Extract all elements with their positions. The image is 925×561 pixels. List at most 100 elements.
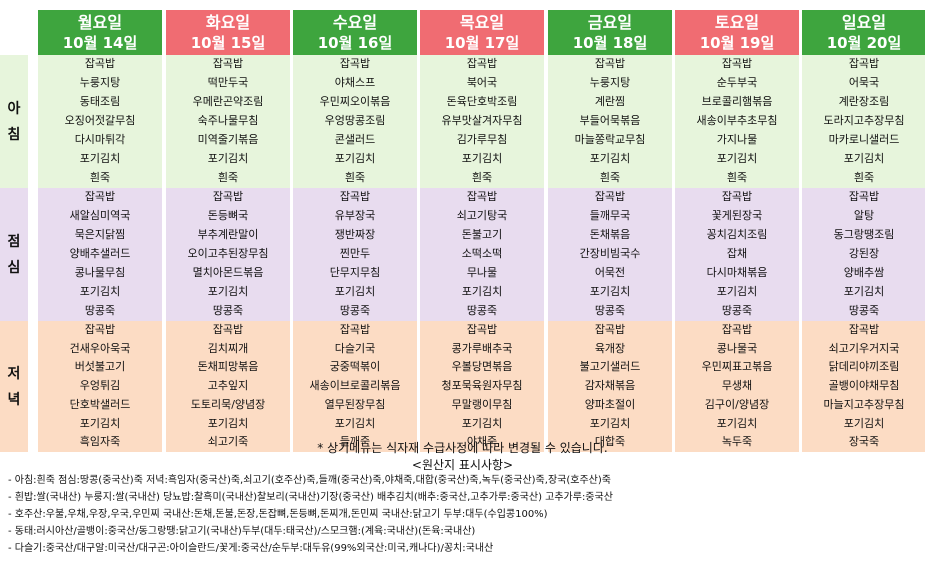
menu-item: 콘샐러드 bbox=[334, 133, 376, 146]
menu-item: 녹두죽 bbox=[721, 435, 753, 449]
menu-item: 새송이부추초무침 bbox=[696, 114, 778, 127]
dinner-cell: 잡곡밥 육개장 불고기샐러드 감자채볶음 양파초절이 포기김치 대합죽 bbox=[548, 321, 672, 452]
menu-item: 순두부국 bbox=[716, 76, 758, 89]
menu-item: 잡곡밥 bbox=[339, 323, 371, 336]
menu-item: 땅콩죽 bbox=[721, 304, 753, 317]
menu-item: 우민찌표고볶음 bbox=[701, 360, 773, 374]
lunch-cell: 잡곡밥 돈등뼈국 부추계란말이 오이고추된장무침 멸치아몬드볶음 포기김치 땅콩죽 bbox=[166, 188, 290, 321]
origin-line: - 다슬기:중국산/대구알:미국산/대구곤:아이슬란드/꽃게:중국산/순두부:대… bbox=[8, 543, 494, 554]
menu-item: 흰죽 bbox=[853, 171, 875, 184]
meal-label-char: 침 bbox=[7, 126, 21, 143]
menu-item: 돈채피망볶음 bbox=[197, 360, 259, 374]
origin-title: <원산지 표시사항> bbox=[411, 458, 514, 472]
day-name: 일요일 bbox=[841, 13, 887, 32]
menu-item: 새송이브로콜리볶음 bbox=[309, 379, 401, 393]
menu-item: 육개장 bbox=[594, 341, 626, 355]
meal-label-char: 아 bbox=[7, 100, 21, 117]
menu-item: 대합죽 bbox=[594, 435, 626, 449]
menu-item: 숙주나물무침 bbox=[197, 114, 259, 127]
dinner-cell: 잡곡밥 쇠고기우거지국 닭데리야끼조림 골뱅이야채무침 마늘지고추장무침 포기김치 장국죽 bbox=[802, 321, 925, 452]
menu-item: 새알심미역국 bbox=[69, 209, 131, 222]
day-date: 10월 19일 bbox=[699, 34, 775, 52]
lunch-cell: 잡곡밥 알탕 동그랑땡조림 강된장 양배추쌈 포기김치 땅콩죽 bbox=[802, 188, 925, 321]
menu-item: 김가루무침 bbox=[456, 133, 508, 146]
menu-item: 포기김치 bbox=[334, 152, 376, 165]
dinner-cell: 잡곡밥 다슬기국 궁중떡볶이 새송이브로콜리볶음 열무된장무침 포기김치 들깨죽 bbox=[293, 321, 417, 452]
menu-item: 잡곡밥 bbox=[339, 190, 371, 203]
menu-item: 유부맛살겨자무침 bbox=[441, 114, 523, 127]
menu-item: 찐만두 bbox=[339, 247, 371, 260]
weekly-menu-table: 월요일 10월 14일 화요일 10월 15일 수요일 10월 16일 목요일 10월 17일… bbox=[0, 10, 925, 452]
menu-item: 포기김치 bbox=[716, 152, 758, 165]
menu-item: 무말랭이무침 bbox=[451, 397, 513, 411]
menu-item: 포기김치 bbox=[843, 285, 885, 298]
breakfast-cell: 잡곡밥 누룽지탕 계란찜 부들어묵볶음 마늘쫑락교무침 포기김치 흰죽 bbox=[548, 55, 672, 188]
menu-item: 쟁반짜장 bbox=[334, 228, 376, 241]
menu-item: 잡곡밥 bbox=[848, 323, 880, 336]
menu-item: 단무지무침 bbox=[329, 266, 381, 279]
menu-item: 꽃게된장국 bbox=[711, 209, 763, 222]
menu-item: 포기김치 bbox=[461, 152, 503, 165]
menu-item: 잡곡밥 bbox=[84, 190, 116, 203]
menu-item: 들깨죽 bbox=[339, 435, 371, 449]
menu-item: 부들어묵볶음 bbox=[579, 114, 641, 127]
menu-item: 양파초절이 bbox=[584, 397, 636, 411]
day-date: 10월 16일 bbox=[317, 34, 393, 52]
menu-item: 알탕 bbox=[853, 209, 875, 222]
menu-item: 땅콩죽 bbox=[594, 304, 626, 317]
lunch-cell: 잡곡밥 쇠고기탕국 돈불고기 소떡소떡 무나물 포기김치 땅콩죽 bbox=[420, 188, 544, 321]
menu-item: 흑임자죽 bbox=[79, 435, 121, 449]
breakfast-cell: 잡곡밥 떡만두국 우메란곤약조림 숙주나물무침 미역줄기볶음 포기김치 흰죽 bbox=[166, 55, 290, 188]
menu-item: 들깨무국 bbox=[589, 209, 631, 222]
menu-item: 포기김치 bbox=[589, 416, 631, 430]
menu-item: 불고기샐러드 bbox=[579, 360, 641, 374]
menu-item: 콩가루배추국 bbox=[451, 341, 513, 355]
menu-item: 유부장국 bbox=[334, 209, 376, 222]
menu-item: 야채죽 bbox=[466, 435, 498, 449]
menu-item: 다시마튀각 bbox=[74, 133, 126, 146]
day-date: 10월 18일 bbox=[572, 34, 648, 52]
menu-item: 잡곡밥 bbox=[466, 57, 498, 70]
menu-item: 우메란곤약조림 bbox=[192, 95, 264, 108]
menu-item: 땅콩죽 bbox=[339, 304, 371, 317]
dinner-cell: 잡곡밥 김치찌개 돈채피망볶음 고추잎지 도토리묵/양념장 포기김치 쇠고기죽 bbox=[166, 321, 290, 452]
menu-item: 땅콩죽 bbox=[212, 304, 244, 317]
menu-item: 야채스프 bbox=[334, 76, 376, 89]
day-date: 10월 14일 bbox=[62, 34, 138, 52]
menu-item: 콩나물국 bbox=[716, 341, 758, 355]
menu-item: 포기김치 bbox=[207, 152, 249, 165]
menu-item: 잡곡밥 bbox=[848, 190, 880, 203]
menu-item: 잡채 bbox=[726, 247, 748, 260]
menu-item: 양배추쌈 bbox=[843, 266, 885, 279]
menu-item: 포기김치 bbox=[461, 416, 503, 430]
menu-item: 쇠고기우거지국 bbox=[828, 341, 900, 355]
breakfast-cell: 잡곡밥 북어국 돈육단호박조림 유부맛살겨자무침 김가루무침 포기김치 흰죽 bbox=[420, 55, 544, 188]
menu-item: 청포묵육원자무침 bbox=[441, 379, 523, 393]
menu-item: 포기김치 bbox=[334, 285, 376, 298]
menu-item: 어묵국 bbox=[848, 76, 880, 89]
menu-item: 양배추샐러드 bbox=[69, 247, 131, 260]
origin-line: - 아침:흰죽 점심:땅콩(중국산)죽 저녁:흑임자(중국산)죽,쇠고기(호주산… bbox=[8, 475, 611, 486]
menu-item: 돈불고기 bbox=[461, 228, 503, 241]
breakfast-cell: 잡곡밥 순두부국 브로콜리햄볶음 새송이부추초무침 가지나물 포기김치 흰죽 bbox=[675, 55, 799, 188]
menu-change-notice: * 상기메뉴는 식자재 수급사정에 따라 변경될 수 있습니다. bbox=[317, 441, 608, 455]
menu-item: 묵은지닭찜 bbox=[74, 228, 126, 241]
menu-item: 포기김치 bbox=[716, 285, 758, 298]
menu-item: 장국죽 bbox=[848, 435, 880, 449]
menu-item: 잡곡밥 bbox=[594, 323, 626, 336]
breakfast-cell: 잡곡밥 야채스프 우민찌오이볶음 우엉땅콩조림 콘샐러드 포기김치 흰죽 bbox=[293, 55, 417, 188]
menu-item: 누룽지탕 bbox=[589, 76, 631, 89]
origin-line: - 동태:러시아산/골뱅이:중국산/동그랑땡:닭고기(국내산)두부(대두:태국산… bbox=[8, 526, 476, 537]
menu-item: 동그랑땡조림 bbox=[833, 228, 895, 241]
menu-item: 마카로니샐러드 bbox=[828, 133, 900, 146]
day-name: 수요일 bbox=[332, 13, 378, 32]
menu-item: 계란찜 bbox=[594, 95, 626, 108]
menu-item: 김구이/양념장 bbox=[704, 397, 770, 411]
day-header: 목요일 10월 17일 bbox=[420, 10, 544, 55]
